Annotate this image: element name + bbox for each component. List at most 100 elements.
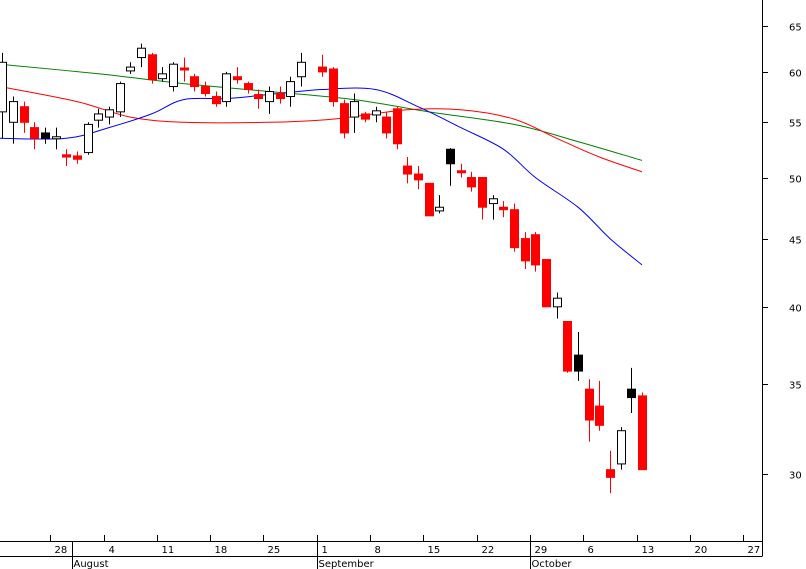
y-tick-label: 30	[789, 471, 802, 482]
candle	[254, 89, 263, 109]
ma-long-line	[0, 63, 643, 161]
candle-body	[435, 206, 444, 212]
candle	[489, 195, 498, 220]
candle	[627, 367, 636, 414]
candle	[137, 43, 146, 68]
candle-body	[52, 136, 61, 140]
candle	[595, 380, 604, 431]
x-tick-label: 4	[109, 545, 115, 556]
candle	[457, 163, 466, 178]
y-tick-label: 55	[789, 119, 802, 130]
candle	[393, 106, 402, 150]
candle	[30, 122, 39, 150]
candle-body	[382, 116, 391, 134]
candle-body	[478, 177, 487, 208]
candle	[180, 57, 189, 82]
x-tick-label: 27	[748, 545, 761, 556]
candle-body	[467, 177, 476, 188]
candle-body	[574, 354, 583, 372]
candle	[478, 177, 487, 220]
candle-body	[361, 113, 370, 120]
y-tick-label: 60	[789, 69, 802, 80]
x-tick-label: 1	[322, 545, 328, 556]
y-tick-label: 35	[789, 381, 802, 392]
candle-body	[254, 94, 263, 100]
candle-body	[638, 395, 647, 471]
candle	[425, 182, 434, 217]
candle-body	[521, 238, 530, 262]
candle-body	[148, 54, 157, 81]
candle-body	[606, 469, 615, 478]
candle-body	[403, 165, 412, 175]
candle	[542, 259, 551, 308]
candle-body	[425, 182, 434, 217]
candle-body	[212, 96, 221, 105]
y-tick-label: 65	[789, 23, 802, 34]
candle-body	[84, 123, 93, 154]
candle	[265, 86, 274, 114]
candle-body	[20, 106, 29, 123]
candle	[52, 127, 61, 150]
candle-body	[276, 93, 285, 100]
candle	[222, 71, 231, 107]
candle-body	[73, 155, 82, 160]
candle-body	[180, 67, 189, 71]
ma-short-line	[0, 87, 643, 266]
month-label: August	[74, 559, 109, 569]
candle	[0, 52, 7, 139]
ma-mid-line	[0, 86, 643, 173]
candle	[212, 91, 221, 107]
candles	[0, 43, 647, 494]
candle-body	[531, 234, 540, 266]
candle	[340, 99, 349, 139]
month-label: September	[319, 559, 375, 569]
candle	[446, 148, 455, 186]
candle	[563, 320, 572, 373]
x-tick-label: 18	[215, 545, 228, 556]
candle	[73, 151, 82, 164]
candle-body	[233, 76, 242, 81]
candle	[244, 81, 253, 94]
candle-body	[169, 63, 178, 88]
candle	[94, 108, 103, 128]
candle	[126, 62, 135, 74]
candle	[382, 111, 391, 139]
candle	[297, 52, 306, 87]
candle	[84, 122, 93, 155]
candle-body	[329, 68, 338, 103]
candle-body	[244, 83, 253, 91]
candle	[617, 427, 626, 470]
candle-body	[297, 61, 306, 78]
candle-body	[126, 66, 135, 72]
candle	[606, 450, 615, 494]
x-tick-label: 29	[535, 545, 548, 556]
candle-body	[158, 73, 167, 80]
candle-body	[553, 297, 562, 308]
candle-body	[414, 173, 423, 181]
x-tick-label: 13	[642, 545, 655, 556]
candle-body	[627, 388, 636, 399]
x-tick-label: 22	[482, 545, 495, 556]
candle	[276, 86, 285, 104]
candle	[350, 93, 359, 133]
candle	[361, 111, 370, 123]
candle-body	[510, 209, 519, 249]
candle	[62, 149, 71, 167]
candle-body	[265, 91, 274, 103]
candle	[574, 331, 583, 381]
candle	[116, 81, 125, 118]
candle	[414, 166, 423, 190]
candle	[499, 201, 508, 218]
candle-body	[116, 83, 125, 113]
candle	[41, 127, 50, 144]
candle-body	[30, 127, 39, 139]
candle-body	[9, 101, 18, 123]
candle	[531, 232, 540, 272]
candle-body	[318, 66, 327, 73]
candle-body	[62, 154, 71, 158]
candle-body	[94, 113, 103, 121]
candle-body	[286, 81, 295, 98]
candle	[190, 73, 199, 92]
candle	[318, 54, 327, 77]
